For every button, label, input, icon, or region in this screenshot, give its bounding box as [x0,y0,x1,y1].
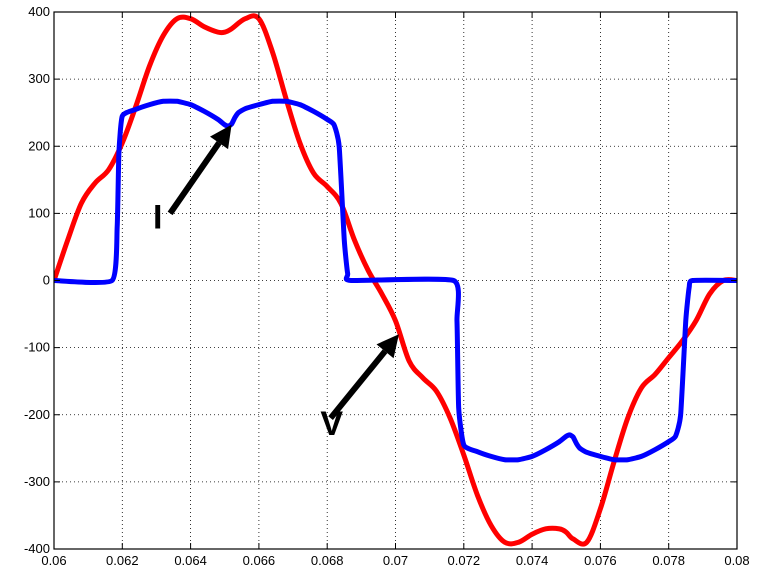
tick-marks [53,11,738,550]
x-tick-label: 0.072 [448,553,481,568]
y-tick-label: 0 [43,273,50,288]
x-tick-label: 0.062 [106,553,139,568]
x-tick-label: 0.078 [652,553,685,568]
x-tick-labels: 0.06 0.062 0.064 0.066 0.068 0.07 0.072 0.074 0.… [41,553,749,568]
annotations: IV [153,124,399,443]
x-tick-label: 0.07 [383,553,408,568]
x-tick-label: 0.064 [174,553,207,568]
y-tick-label: 400 [28,4,50,19]
x-tick-label: 0.076 [584,553,617,568]
y-tick-label: -300 [24,474,50,489]
annotation-label-v: V [320,405,343,443]
x-tick-label: 0.06 [41,553,66,568]
x-tick-label: 0.074 [516,553,549,568]
annotation-arrow-head [376,334,399,359]
x-tick-label: 0.066 [243,553,276,568]
y-tick-label: 200 [28,138,50,153]
y-tick-label: 100 [28,205,50,220]
annotation-label-i: I [153,199,162,237]
y-tick-label: -100 [24,340,50,355]
series-line-i [54,98,737,463]
y-tick-label: -200 [24,407,50,422]
annotation-arrow-head [210,124,232,150]
y-tick-labels: 400 300 200 100 0 -100 -200 -300 -400 [24,4,50,556]
x-tick-label: 0.068 [311,553,344,568]
annotation-arrow-shaft [328,349,388,421]
annotation-arrow-shaft [167,141,222,216]
series-layer [54,13,737,547]
x-tick-label: 0.08 [724,553,749,568]
y-tick-label: -400 [24,541,50,556]
y-tick-label: 300 [28,71,50,86]
series-line-v [54,13,737,547]
